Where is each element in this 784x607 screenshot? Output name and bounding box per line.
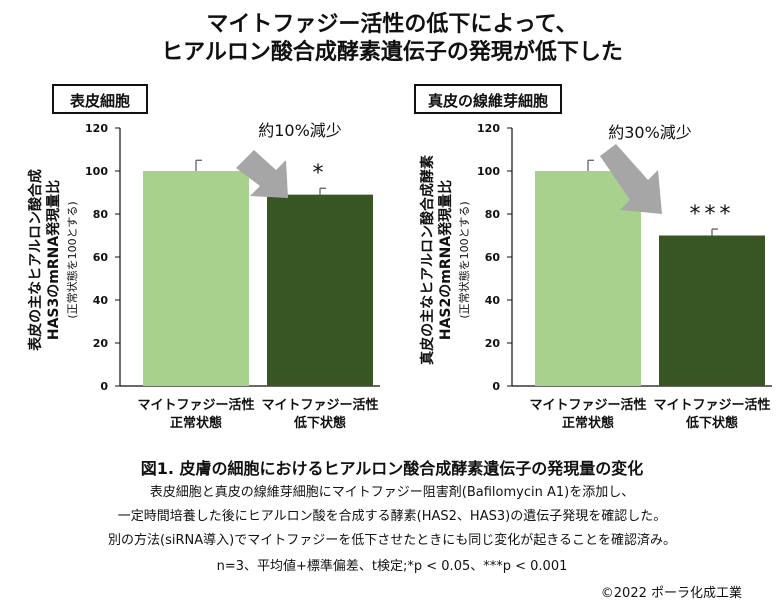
y-axis-title: 表皮の主なヒアルロン酸合成 bbox=[27, 169, 44, 352]
y-axis-title: 真皮の主なヒアルロン酸合成酵素 bbox=[419, 155, 436, 365]
panel-label-dermis: 真皮の線維芽細胞 bbox=[414, 84, 562, 114]
title-line-1: マイトファジー活性の低下によって、 bbox=[206, 12, 578, 37]
copyright: ©2022 ポーラ化成工業 bbox=[600, 586, 742, 601]
y-axis-note: (正常状態を100とする) bbox=[457, 201, 471, 318]
figure-caption: 図1. 皮膚の細胞におけるヒアルロン酸合成酵素遺伝子の発現量の変化 bbox=[140, 459, 644, 478]
y-tick-label: 60 bbox=[93, 251, 109, 264]
category-label-line2: 低下状態 bbox=[293, 415, 346, 431]
category-label-line2: 低下状態 bbox=[685, 415, 738, 431]
description-line-1: 表皮細胞と真皮の線維芽細胞にマイトファジー阻害剤(Bafilomycin A1)… bbox=[149, 485, 635, 500]
bar-reduced bbox=[659, 235, 765, 386]
y-tick-label: 100 bbox=[85, 165, 108, 178]
description-line-3: 別の方法(siRNA導入)でマイトファジーを低下させたときにも同じ変化が起きるこ… bbox=[108, 533, 676, 548]
decrease-arrow-icon bbox=[236, 150, 288, 198]
reduction-annotation: 約30%減少 bbox=[608, 123, 692, 142]
category-label-line2: 正常状態 bbox=[562, 415, 614, 431]
y-tick-label: 100 bbox=[477, 165, 500, 178]
category-label-line1: マイトファジー活性 bbox=[529, 397, 646, 413]
y-tick-label: 60 bbox=[485, 251, 501, 264]
bar-normal bbox=[143, 171, 249, 386]
y-axis-note: (正常状態を100とする) bbox=[65, 201, 79, 318]
y-tick-label: 20 bbox=[93, 337, 109, 350]
chart-epidermis: 表皮の主なヒアルロン酸合成 HAS3のmRNA発現量比 (正常状態を100とする) 0… bbox=[27, 121, 380, 431]
description-line-2: 一定時間培養した後にヒアルロン酸を合成する酵素(HAS2、HAS3)の遺伝子発現… bbox=[117, 509, 667, 524]
category-label-line1: マイトファジー活性 bbox=[653, 397, 770, 413]
significance-marker: *** bbox=[690, 202, 735, 227]
bar-reduced bbox=[267, 194, 373, 386]
y-tick-label: 20 bbox=[485, 337, 501, 350]
chart-dermis: 真皮の主なヒアルロン酸合成酵素 HAS2のmRNA発現量比 (正常状態を100とする… bbox=[419, 122, 772, 431]
y-tick-label: 120 bbox=[85, 122, 108, 135]
y-tick-label: 0 bbox=[492, 380, 500, 393]
y-tick-label: 40 bbox=[93, 294, 109, 307]
significance-marker: * bbox=[313, 161, 328, 186]
y-axis-subtitle: HAS2のmRNA発現量比 bbox=[437, 180, 454, 340]
title-line-2: ヒアルロン酸合成酵素遺伝子の発現が低下した bbox=[161, 40, 623, 65]
statistics-note: n=3、平均値+標準偏差、t検定;*p < 0.05、***p < 0.001 bbox=[216, 559, 568, 574]
category-label-line1: マイトファジー活性 bbox=[261, 397, 378, 413]
y-tick-label: 40 bbox=[485, 294, 501, 307]
y-tick-label: 120 bbox=[477, 122, 500, 135]
bar-normal bbox=[535, 171, 641, 386]
reduction-annotation: 約10%減少 bbox=[258, 121, 342, 140]
decrease-arrow-icon bbox=[600, 144, 662, 214]
y-tick-label: 80 bbox=[93, 208, 109, 221]
y-tick-label: 0 bbox=[100, 380, 108, 393]
panel-label-epidermis: 表皮細胞 bbox=[52, 84, 148, 114]
category-label-line2: 正常状態 bbox=[170, 415, 222, 431]
y-tick-label: 80 bbox=[485, 208, 501, 221]
category-label-line1: マイトファジー活性 bbox=[137, 397, 254, 413]
y-axis-subtitle: HAS3のmRNA発現量比 bbox=[45, 180, 62, 340]
